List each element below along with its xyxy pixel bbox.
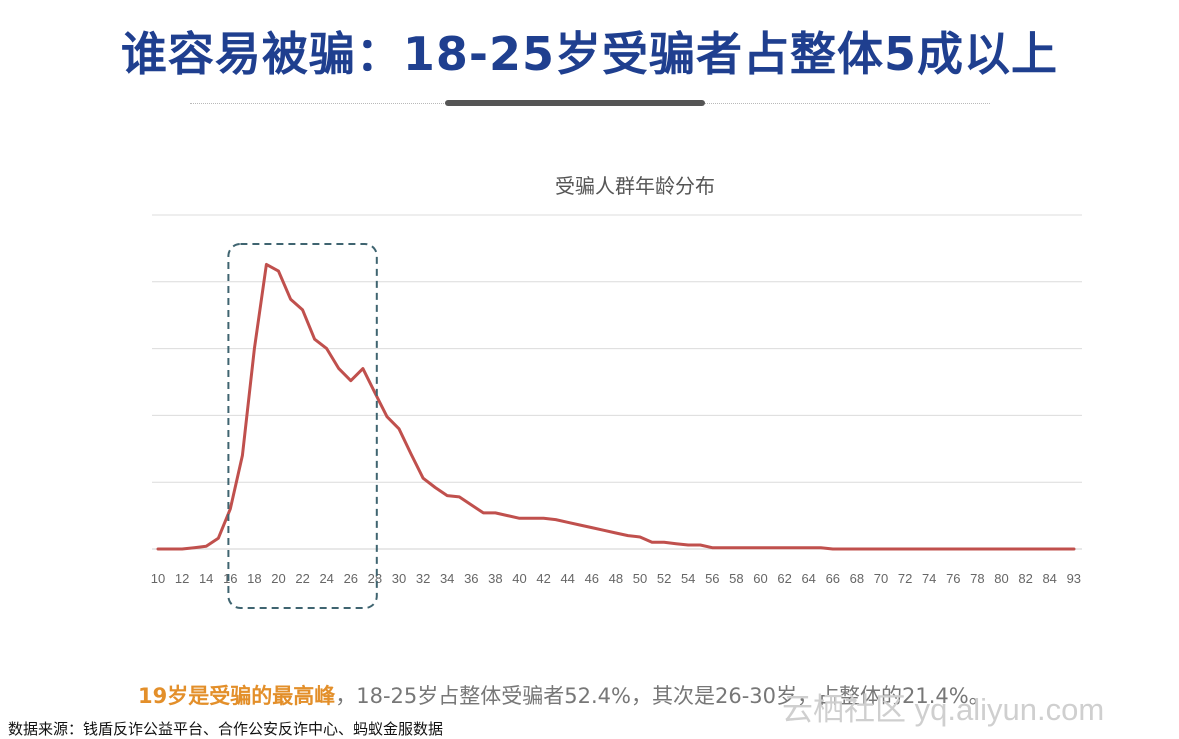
highlight-box: [227, 243, 378, 609]
x-tick-label: 44: [560, 571, 574, 586]
x-tick-label: 68: [850, 571, 864, 586]
title-underline-bar: [445, 100, 705, 106]
caption-text: ，18-25岁占整体受骗者52.4%，其次是26-30岁，占整体的21.4%。: [335, 684, 990, 708]
x-tick-label: 48: [609, 571, 623, 586]
watermark: 云栖社区 yq.aliyun.com: [782, 692, 1105, 727]
x-tick-label: 16: [223, 571, 237, 586]
x-tick-label: 58: [729, 571, 743, 586]
x-tick-label: 54: [681, 571, 695, 586]
slide-title: 谁容易被骗：18-25岁受骗者占整体5成以上: [120, 27, 1059, 81]
x-tick-label: 60: [753, 571, 767, 586]
x-tick-label: 12: [175, 571, 189, 586]
x-tick-label: 64: [801, 571, 815, 586]
x-tick-label: 46: [585, 571, 599, 586]
x-tick-label: 38: [488, 571, 502, 586]
x-tick-label: 42: [536, 571, 550, 586]
x-tick-label: 34: [440, 571, 454, 586]
data-source-note: 数据来源：钱盾反诈公益平台、合作公安反诈中心、蚂蚁金服数据: [8, 720, 444, 738]
x-tick-label: 76: [946, 571, 960, 586]
x-tick-label: 32: [416, 571, 430, 586]
x-tick-label: 22: [295, 571, 309, 586]
x-tick-label: 24: [319, 571, 333, 586]
x-tick-label: 14: [199, 571, 213, 586]
series-line: [156, 262, 1076, 551]
x-tick-label: 28: [368, 571, 382, 586]
x-tick-label: 10: [151, 571, 165, 586]
caption-highlight: 19岁是受骗的最高峰: [138, 684, 336, 708]
x-tick-label: 80: [994, 571, 1008, 586]
x-tick-label: 36: [464, 571, 478, 586]
x-tick-label: 62: [777, 571, 791, 586]
x-tick-label: 70: [874, 571, 888, 586]
x-tick-label: 30: [392, 571, 406, 586]
x-tick-label: 56: [705, 571, 719, 586]
x-tick-label: 82: [1018, 571, 1032, 586]
caption: 19岁是受骗的最高峰，18-25岁占整体受骗者52.4%，其次是26-30岁，占…: [138, 680, 990, 710]
x-tick-label: 50: [633, 571, 647, 586]
x-tick-label: 66: [826, 571, 840, 586]
x-tick-label: 26: [344, 571, 358, 586]
x-tick-label: 20: [271, 571, 285, 586]
x-tick-label: 84: [1042, 571, 1056, 586]
chart-title: 受骗人群年龄分布: [555, 174, 715, 198]
x-tick-label: 52: [657, 571, 671, 586]
x-tick-label: 18: [247, 571, 261, 586]
x-tick-label: 93: [1067, 571, 1081, 586]
x-tick-label: 72: [898, 571, 912, 586]
x-tick-label: 78: [970, 571, 984, 586]
x-tick-label: 74: [922, 571, 936, 586]
x-tick-label: 40: [512, 571, 526, 586]
